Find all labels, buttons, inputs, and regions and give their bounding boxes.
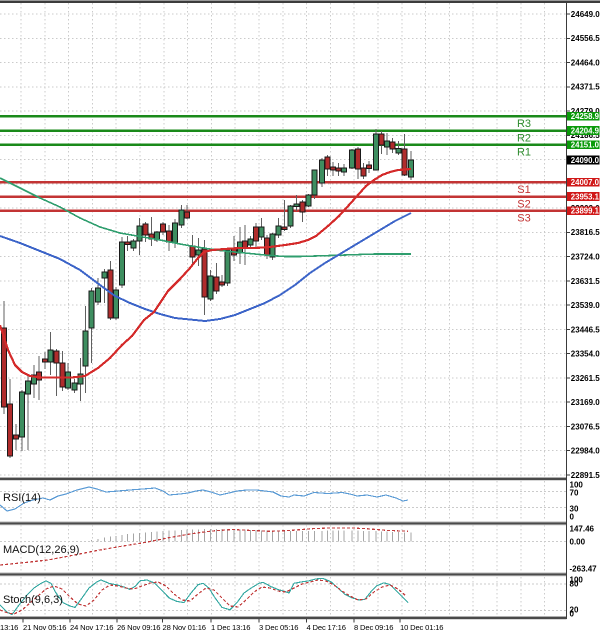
svg-text:23899.1: 23899.1 (571, 207, 600, 216)
svg-text:0.00: 0.00 (570, 537, 586, 546)
svg-text:24556.5: 24556.5 (571, 34, 600, 43)
svg-text:-263.47: -263.47 (570, 564, 598, 573)
svg-text:23816.5: 23816.5 (571, 228, 600, 237)
svg-text:R2: R2 (517, 132, 531, 144)
svg-text:24371.5: 24371.5 (571, 83, 600, 92)
svg-text:R1: R1 (517, 146, 531, 158)
svg-text:10 Dec 01:16: 10 Dec 01:16 (400, 623, 443, 632)
svg-text:1 Dec 13:16: 1 Dec 13:16 (211, 623, 250, 632)
svg-text:23354.0: 23354.0 (571, 350, 600, 359)
svg-text:26 Nov 09:16: 26 Nov 09:16 (117, 623, 160, 632)
svg-text:20: 20 (570, 605, 579, 614)
svg-text:24007.0: 24007.0 (571, 178, 600, 187)
svg-text:22891.5: 22891.5 (571, 471, 600, 480)
svg-text:13:16: 13:16 (0, 623, 18, 632)
svg-text:0: 0 (570, 512, 575, 521)
svg-text:24279.0: 24279.0 (571, 107, 600, 116)
svg-text:MACD(12,26,9): MACD(12,26,9) (3, 544, 79, 556)
svg-text:30: 30 (570, 504, 579, 513)
svg-text:23076.5: 23076.5 (571, 422, 600, 431)
svg-text:4 Dec 17:16: 4 Dec 17:16 (307, 623, 346, 632)
svg-text:23169.0: 23169.0 (571, 398, 600, 407)
svg-text:Stoch(9,6,3): Stoch(9,6,3) (3, 594, 63, 606)
svg-text:22984.0: 22984.0 (571, 447, 600, 456)
svg-text:RSI(14): RSI(14) (3, 492, 41, 504)
svg-text:R3: R3 (517, 118, 531, 130)
svg-text:S1: S1 (517, 184, 530, 196)
svg-text:23953.1: 23953.1 (571, 192, 600, 201)
svg-text:21 Nov 05:16: 21 Nov 05:16 (23, 623, 66, 632)
svg-text:147.46: 147.46 (570, 524, 595, 533)
svg-text:23539.0: 23539.0 (571, 301, 600, 310)
svg-text:0: 0 (570, 609, 575, 618)
svg-text:23446.5: 23446.5 (571, 325, 600, 334)
svg-text:8 Dec 09:16: 8 Dec 09:16 (354, 623, 393, 632)
svg-text:23261.5: 23261.5 (571, 374, 600, 383)
svg-text:24649.0: 24649.0 (571, 10, 600, 19)
svg-text:24186.5: 24186.5 (571, 131, 600, 140)
svg-text:70: 70 (570, 488, 579, 497)
svg-text:23724.0: 23724.0 (571, 253, 600, 262)
svg-text:100: 100 (570, 480, 584, 489)
svg-text:24151.0: 24151.0 (571, 140, 600, 149)
svg-text:80: 80 (570, 579, 579, 588)
svg-text:28 Nov 01:16: 28 Nov 01:16 (163, 623, 206, 632)
svg-text:24090.0: 24090.0 (571, 156, 600, 165)
svg-text:24464.0: 24464.0 (571, 58, 600, 67)
svg-text:24 Nov 17:16: 24 Nov 17:16 (70, 623, 113, 632)
svg-text:S2: S2 (517, 198, 530, 210)
svg-text:23631.5: 23631.5 (571, 277, 600, 286)
svg-text:3 Dec 05:16: 3 Dec 05:16 (259, 623, 298, 632)
svg-text:24204.9: 24204.9 (571, 126, 600, 135)
svg-text:S3: S3 (517, 213, 530, 225)
svg-text:24258.9: 24258.9 (571, 112, 600, 121)
svg-text:100: 100 (570, 575, 584, 584)
